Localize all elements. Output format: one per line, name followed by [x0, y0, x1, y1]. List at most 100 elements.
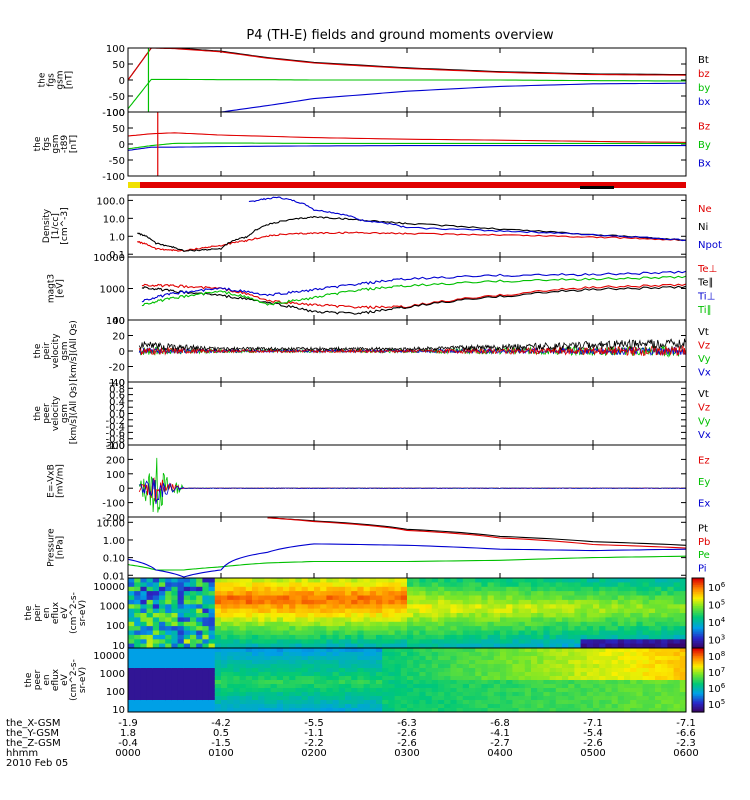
spectro-cell: [518, 676, 526, 681]
spectro-cell: [425, 634, 433, 640]
spectro-cell: [134, 708, 141, 712]
yticklabel-efield-5: 300: [106, 441, 125, 452]
spectro-cell: [537, 680, 544, 685]
colorbar-cell: [692, 691, 704, 694]
spectro-cell: [555, 578, 563, 583]
spectro-cell: [233, 672, 241, 677]
spectro-cell: [673, 696, 681, 701]
spectro-cell: [642, 696, 650, 701]
ylabel-peir-eflux-1: peir: [33, 604, 43, 622]
spectro-cell: [338, 578, 346, 583]
spectro-cell: [506, 621, 513, 627]
spectro-cell: [345, 626, 352, 632]
spectro-cell: [283, 684, 290, 689]
spectro-cell: [462, 652, 470, 657]
spectro-cell: [258, 608, 265, 614]
spectro-cell: [636, 643, 644, 648]
ephem-the_Y-GSM-5: -5.4: [583, 728, 603, 739]
spectro-cell: [599, 595, 606, 601]
spectro-cell: [425, 664, 433, 669]
spectro-cell: [295, 591, 303, 597]
spectro-cell: [301, 680, 309, 685]
spectro-cell: [171, 672, 179, 677]
spectro-cell: [407, 700, 414, 705]
spectro-cell: [562, 617, 569, 623]
series-density-Ne: [137, 231, 686, 252]
spectro-cell: [320, 604, 327, 610]
spectro-cell: [301, 617, 309, 623]
spectro-cell: [227, 684, 234, 689]
spectro-cell: [549, 634, 557, 640]
spectro-cell: [562, 648, 569, 653]
spectro-cell: [227, 696, 234, 701]
spectro-cell: [270, 630, 278, 636]
spectro-cell: [376, 630, 383, 636]
spectro-cell: [239, 652, 247, 657]
spectro-cell: [314, 708, 321, 712]
spectro-cell: [152, 704, 160, 709]
spectro-cell: [617, 608, 625, 614]
spectro-cell: [568, 643, 575, 648]
spectro-cell: [450, 668, 458, 673]
spectro-cell: [307, 672, 315, 677]
spectro-cell: [679, 604, 686, 610]
spectro-cell: [431, 700, 439, 705]
spectro-cell: [586, 604, 594, 610]
spectro-cell: [506, 643, 513, 648]
spectro-cell: [363, 656, 371, 661]
spectro-cell: [481, 630, 489, 636]
spectro-cell: [493, 692, 501, 697]
spectro-cell: [239, 582, 247, 588]
spectro-cell: [419, 704, 427, 709]
spectro-cell: [376, 595, 383, 601]
spectro-cell: [202, 586, 210, 592]
spectro-cell: [245, 672, 253, 677]
spectro-cell: [425, 630, 433, 636]
spectro-cell: [363, 708, 371, 712]
spectro-cell: [152, 617, 160, 623]
spectro-cell: [599, 626, 606, 632]
spectro-cell: [128, 595, 135, 601]
spectro-cell: [518, 621, 526, 627]
spectro-cell: [624, 595, 631, 601]
spectro-cell: [159, 578, 166, 583]
spectro-cell: [462, 708, 470, 712]
spectro-cell: [444, 604, 451, 610]
spectro-cell: [388, 676, 396, 681]
spectro-cell: [146, 648, 154, 653]
spectro-cell: [413, 617, 420, 623]
spectro-cell: [425, 617, 433, 623]
spectro-cell: [376, 613, 383, 618]
spectro-cell: [338, 692, 346, 697]
spectro-cell: [258, 708, 265, 712]
spectro-cell: [518, 604, 526, 610]
spectro-cell: [214, 704, 222, 709]
spectro-cell: [295, 692, 303, 697]
spectro-cell: [487, 688, 495, 693]
spectro-cell: [673, 626, 681, 632]
spectro-cell: [630, 595, 637, 601]
spectro-cell: [382, 704, 389, 709]
spectro-cell: [202, 599, 210, 605]
spectro-cell: [252, 676, 259, 681]
yticklabel-peer-velocity-5: 0.0: [109, 410, 125, 421]
spectro-cell: [667, 700, 675, 705]
spectro-cell: [388, 608, 396, 614]
spectro-cell: [462, 692, 470, 697]
spectro-cell: [320, 668, 327, 673]
spectro-cell: [183, 578, 191, 583]
spectro-cell: [357, 688, 365, 693]
spectro-cell: [227, 582, 234, 588]
spectro-cell: [221, 696, 228, 701]
ylabel-fgs-2: gsm: [56, 70, 66, 89]
spectro-cell: [531, 648, 538, 653]
spectro-cell: [450, 684, 458, 689]
spectro-cell: [233, 578, 241, 583]
spectro-cell: [648, 668, 656, 673]
ylabel-peir-velocity-2: velocity: [51, 333, 61, 369]
spectro-cell: [667, 604, 675, 610]
spectro-cell: [493, 652, 501, 657]
spectro-cell: [481, 652, 489, 657]
spectro-cell: [307, 630, 315, 636]
